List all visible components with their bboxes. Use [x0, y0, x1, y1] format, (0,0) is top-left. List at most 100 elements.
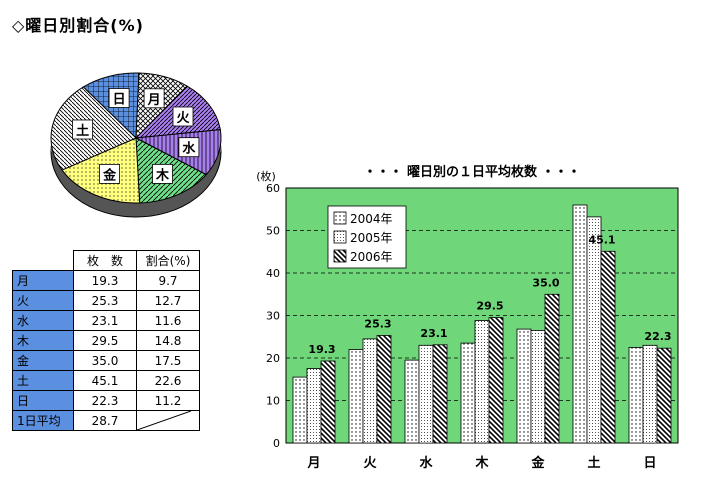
bar [404, 359, 420, 444]
pie-label: 水 [182, 141, 196, 157]
bar [516, 328, 532, 444]
data-label: 23.1 [420, 327, 447, 340]
bar [488, 317, 504, 444]
bar [572, 204, 588, 444]
bar [292, 376, 308, 444]
pie-label: 金 [102, 167, 117, 183]
bar [432, 344, 448, 444]
day-cell: 金 [12, 350, 74, 371]
bar [586, 216, 602, 444]
legend-label: 2004年 [350, 212, 393, 226]
day-cell: 木 [12, 330, 74, 351]
header-count: 枚 数 [73, 250, 137, 271]
bar [376, 335, 392, 444]
day-cell: 1日平均 [12, 410, 74, 431]
count-cell: 25.3 [73, 290, 137, 311]
pct-cell: 22.6 [136, 370, 200, 391]
count-cell: 23.1 [73, 310, 137, 331]
pie-label: 火 [176, 111, 190, 126]
data-label: 22.3 [644, 330, 671, 343]
bar [474, 320, 490, 444]
pie-label-box [108, 88, 130, 108]
data-label: 19.3 [308, 343, 335, 356]
pie-slice-3 [134, 129, 222, 176]
count-cell: 35.0 [73, 350, 137, 371]
y-tick-label: 40 [266, 267, 280, 280]
bar [362, 338, 378, 444]
pie-label: 木 [155, 167, 170, 183]
legend-swatch [333, 230, 347, 244]
legend-label: 2006年 [350, 250, 393, 264]
count-cell: 29.5 [73, 330, 137, 351]
bar [460, 342, 476, 444]
data-label: 35.0 [532, 276, 559, 289]
legend-swatch [333, 249, 347, 263]
y-tick-label: 20 [266, 352, 280, 365]
bar [530, 329, 546, 444]
legend-swatch [333, 211, 347, 225]
x-tick-label: 金 [530, 455, 545, 471]
x-tick-label: 木 [474, 455, 489, 471]
bar-chart-title: ・・・ 曜日別の１日平均枚数 ・・・ [363, 164, 580, 180]
pie-label-box [143, 88, 165, 109]
x-tick-label: 日 [643, 456, 656, 471]
table-row: 日 22.3 11.2 [12, 390, 200, 411]
count-cell: 22.3 [73, 390, 137, 411]
slash-line [137, 411, 191, 430]
bar [544, 293, 560, 444]
table-row: 火 25.3 12.7 [12, 290, 200, 311]
count-cell: 45.1 [73, 370, 137, 391]
x-tick-label: 土 [587, 455, 600, 471]
bar [600, 250, 616, 444]
pie-label: 日 [113, 93, 126, 108]
data-label: 45.1 [588, 233, 615, 246]
pct-cell: 12.7 [136, 290, 200, 311]
table-row: 金 35.0 17.5 [12, 350, 200, 371]
bar [320, 360, 336, 444]
pie-slice-6 [50, 86, 137, 171]
data-label: 29.5 [476, 300, 503, 313]
day-table: 枚 数 割合(%) 月 19.3 9.7 火 25.3 12.7 水 23.1 … [12, 250, 200, 431]
bar [656, 347, 672, 444]
header-blank [12, 250, 74, 271]
bar [348, 349, 364, 444]
x-tick-label: 月 [306, 456, 320, 471]
bar [642, 344, 658, 444]
pct-cell: 9.7 [136, 270, 200, 291]
y-tick-label: 30 [266, 310, 280, 323]
day-cell: 土 [12, 370, 74, 391]
bar [306, 368, 322, 444]
pct-cell: 14.8 [136, 330, 200, 351]
pct-cell: 11.6 [136, 310, 200, 331]
pct-cell: 17.5 [136, 350, 200, 371]
page-title: ◇曜日別割合(%) [12, 16, 144, 35]
count-cell: 28.7 [73, 410, 137, 431]
table-row: 木 29.5 14.8 [12, 330, 200, 351]
table-row: 土 45.1 22.6 [12, 370, 200, 391]
x-tick-label: 火 [363, 456, 377, 471]
day-cell: 水 [12, 310, 74, 331]
pie-label-box [152, 164, 173, 184]
pie-label-box [72, 119, 94, 140]
bar [418, 344, 434, 444]
y-axis-label: (枚) [256, 169, 276, 183]
count-cell: 19.3 [73, 270, 137, 291]
data-label: 25.3 [364, 318, 391, 331]
y-tick-label: 60 [266, 182, 280, 195]
pct-cell-empty [136, 410, 200, 431]
table-row: 月 19.3 9.7 [12, 270, 200, 291]
pie-label: 土 [76, 123, 89, 139]
table-header-row: 枚 数 割合(%) [12, 250, 200, 271]
pie-label-box [178, 137, 200, 158]
day-cell: 火 [12, 290, 74, 311]
day-cell: 日 [12, 390, 74, 411]
header-pct: 割合(%) [136, 250, 200, 271]
table-row: 1日平均 28.7 [12, 410, 200, 431]
y-tick-label: 50 [266, 225, 280, 238]
bar [628, 346, 644, 444]
pie-label: 月 [147, 93, 161, 108]
legend-label: 2005年 [350, 231, 393, 245]
pct-cell: 11.2 [136, 390, 200, 411]
bar-chart: ・・・ 曜日別の１日平均枚数 ・・・ (枚) 0 10 20 30 40 50 60 19.3 月 2… [256, 164, 679, 471]
